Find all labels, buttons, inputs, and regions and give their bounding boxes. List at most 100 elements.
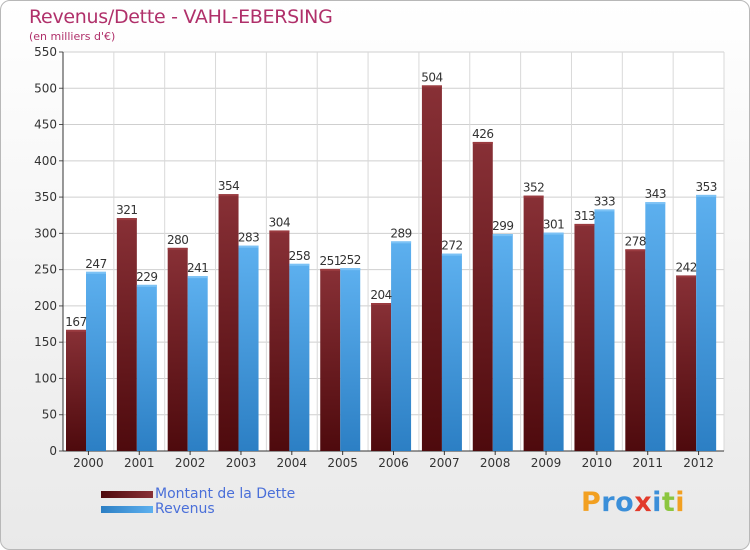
bar-top-debt (320, 268, 341, 271)
x-tick-label: 2004 (277, 456, 308, 470)
logo-letter: i (675, 487, 686, 518)
data-label-revenus: 289 (390, 226, 411, 240)
data-label-revenus: 229 (136, 270, 157, 284)
chart-subtitle: (en milliers d'€) (29, 30, 116, 43)
data-label-debt: 204 (370, 288, 391, 302)
y-tick-label: 50 (42, 408, 57, 422)
bar-debt (472, 141, 493, 451)
x-tick-label: 2000 (73, 456, 104, 470)
data-label-debt: 251 (320, 254, 341, 268)
x-tick-label: 2007 (429, 456, 460, 470)
y-tick-label: 300 (34, 226, 57, 240)
bar-top-revenus (594, 209, 615, 212)
bar-top-debt (269, 230, 290, 233)
bar-debt (167, 247, 188, 451)
bar-revenus (340, 268, 361, 451)
bar-top-debt (371, 303, 392, 306)
bar-revenus (645, 202, 666, 451)
bar-debt (625, 249, 646, 451)
bar-top-debt (625, 249, 646, 252)
y-tick-label: 250 (34, 263, 57, 277)
bar-revenus (187, 276, 208, 451)
data-label-revenus: 299 (492, 219, 513, 233)
data-label-revenus: 272 (441, 239, 462, 253)
y-tick-label: 500 (34, 81, 57, 95)
bar-revenus (289, 263, 310, 451)
bar-debt (66, 329, 86, 451)
x-tick-label: 2002 (175, 456, 206, 470)
bar-top-debt (676, 275, 697, 278)
bar-debt (116, 218, 137, 451)
data-label-debt: 242 (675, 260, 696, 274)
bar-debt (218, 194, 239, 451)
bar-debt (676, 275, 697, 451)
bar-top-revenus (492, 234, 513, 237)
y-tick-label: 200 (34, 299, 57, 313)
x-tick-label: 2006 (378, 456, 409, 470)
data-label-revenus: 353 (695, 180, 716, 194)
x-tick-label: 2012 (683, 456, 714, 470)
logo-letter: P (581, 487, 602, 518)
data-label-debt: 354 (218, 179, 239, 193)
bar-top-debt (66, 329, 86, 332)
y-tick-label: 550 (34, 45, 57, 59)
y-tick-label: 450 (34, 118, 57, 132)
logo-letter: i (652, 487, 662, 518)
bar-debt (371, 303, 392, 451)
y-tick-label: 0 (49, 444, 57, 458)
bar-top-debt (574, 223, 595, 226)
data-label-revenus: 258 (289, 249, 310, 263)
bar-revenus (238, 245, 259, 451)
data-label-debt: 280 (167, 233, 188, 247)
logo-letter: r (601, 487, 616, 518)
chart-title: Revenus/Dette - VAHL-EBERSING (29, 6, 333, 28)
bar-top-revenus (441, 253, 462, 256)
bar-revenus (441, 253, 462, 451)
bar-debt (269, 230, 290, 451)
x-tick-label: 2003 (226, 456, 257, 470)
bar-revenus (594, 209, 615, 451)
y-tick-label: 100 (34, 371, 57, 385)
data-label-debt: 426 (472, 127, 493, 141)
data-label-debt: 167 (65, 315, 86, 329)
bar-top-debt (218, 194, 239, 197)
bar-debt (574, 223, 595, 451)
bar-top-revenus (391, 241, 412, 244)
bar-top-debt (523, 195, 544, 198)
x-tick-label: 2001 (124, 456, 155, 470)
data-label-debt: 352 (523, 181, 544, 195)
bar-top-revenus (340, 268, 361, 271)
data-label-debt: 504 (421, 70, 442, 84)
logo-letter: o (615, 487, 635, 518)
x-tick-label: 2008 (480, 456, 511, 470)
bar-top-debt (472, 141, 493, 144)
bar-debt (523, 195, 544, 451)
x-tick-label: 2010 (582, 456, 613, 470)
bar-top-revenus (543, 232, 564, 235)
data-label-debt: 278 (625, 234, 646, 248)
data-label-revenus: 301 (543, 218, 564, 232)
bar-revenus (391, 241, 412, 451)
proxiti-logo: Proxiti (581, 487, 685, 518)
legend-label-debt: Montant de la Dette (155, 486, 296, 502)
data-label-revenus: 247 (85, 257, 106, 271)
x-tick-label: 2011 (632, 456, 663, 470)
data-label-revenus: 343 (645, 187, 666, 201)
bar-revenus (543, 232, 564, 451)
logo-letter: x (634, 487, 653, 518)
bar-top-revenus (696, 194, 717, 197)
legend-swatch-revenus (101, 506, 153, 513)
bar-debt (421, 85, 442, 451)
legend-swatch-debt (101, 491, 153, 498)
y-tick-label: 350 (34, 190, 57, 204)
data-label-debt: 321 (116, 203, 137, 217)
y-tick-label: 150 (34, 335, 57, 349)
data-label-revenus: 241 (187, 261, 208, 275)
x-tick-label: 2005 (327, 456, 358, 470)
bar-revenus (696, 194, 717, 451)
bar-top-revenus (238, 245, 259, 248)
data-label-debt: 304 (269, 215, 290, 229)
bar-revenus (492, 234, 513, 451)
